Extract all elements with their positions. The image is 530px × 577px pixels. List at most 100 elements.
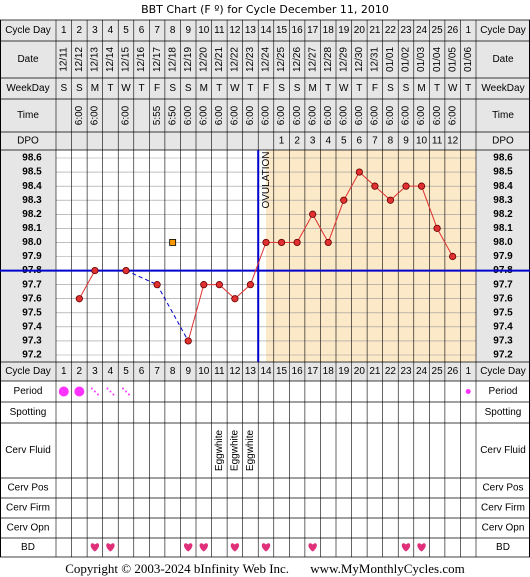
row-label-cycle-left: Cycle Day	[5, 25, 51, 36]
weekday-cell: S	[278, 83, 285, 94]
temp-line	[296, 214, 314, 243]
date-cell: 12/18	[167, 47, 178, 72]
temp-point	[355, 168, 363, 176]
bd-heart-icon	[230, 543, 240, 552]
date-cell: 12/16	[136, 47, 147, 72]
temp-line	[78, 270, 96, 299]
period-spotting-icon	[90, 387, 93, 390]
site-link[interactable]: www.MyMonthlyCycles.com	[310, 561, 465, 576]
time-cell: 6:00	[307, 105, 318, 125]
weekday-cell: W	[121, 83, 131, 94]
time-cell: 6:00	[230, 105, 241, 125]
temp-point	[75, 295, 83, 303]
unconnected-point	[169, 239, 177, 246]
ovulation-label: OVULATION	[261, 151, 272, 208]
y-axis-left-band	[0, 150, 56, 362]
cycle-day-cell-bottom: 1	[61, 366, 67, 377]
temp-point	[309, 210, 317, 218]
cycle-day-cell-bottom: 18	[323, 366, 335, 377]
date-cell: 01/04	[432, 47, 443, 72]
time-cell: 6:00	[261, 105, 272, 125]
row-label-pos-left: Cerv Pos	[7, 483, 48, 494]
cycle-day-cell: 12	[229, 25, 241, 36]
cycle-day-cell: 14	[260, 25, 272, 36]
bd-heart-icon	[199, 543, 208, 552]
date-cell: 12/21	[214, 47, 225, 72]
period-light-icon	[465, 389, 471, 394]
cycle-day-cell: 15	[276, 25, 288, 36]
row-label-period-left: Period	[14, 386, 43, 397]
header-band-dpo	[0, 132, 530, 150]
weekday-cell: F	[372, 83, 378, 94]
temp-point	[293, 238, 301, 247]
dpo-cell: 8	[388, 136, 394, 147]
time-cell: 6:00	[338, 105, 349, 125]
time-cell: 6:00	[90, 105, 101, 125]
cycle-day-cell-bottom: 20	[354, 366, 366, 377]
time-cell: 6:00	[323, 105, 334, 125]
bd-heart-icon	[184, 543, 193, 552]
y-tick-left: 98.5	[22, 167, 42, 178]
y-tick-right: 97.6	[493, 293, 513, 304]
date-cell: 12/11	[58, 47, 69, 72]
temp-line	[343, 171, 360, 201]
temp-point	[433, 224, 441, 232]
cycle-day-cell: 6	[139, 25, 145, 36]
temp-line	[312, 214, 329, 243]
cycle-day-cell-bottom: 19	[338, 366, 350, 377]
weekday-cell: S	[76, 83, 83, 94]
y-tick-left: 98.6	[22, 153, 42, 164]
weekday-cell: M	[417, 83, 425, 94]
y-tick-right: 98.4	[493, 181, 513, 192]
cycle-day-cell-bottom: 10	[198, 366, 210, 377]
weekday-cell: W	[339, 83, 349, 94]
date-cell: 12/22	[230, 47, 241, 72]
row-label-time-right: Time	[492, 110, 514, 121]
date-cell: 01/02	[401, 47, 412, 72]
date-cell: 12/12	[74, 47, 85, 72]
bd-heart-icon	[261, 543, 271, 552]
y-tick-right: 97.5	[493, 307, 513, 318]
cycle-day-cell: 5	[123, 25, 129, 36]
y-tick-left: 97.2	[22, 350, 42, 361]
temp-line	[421, 185, 438, 229]
row-label-date-right: Date	[492, 54, 514, 65]
temp-point	[91, 266, 99, 275]
cycle-day-cell-bottom: 11	[214, 366, 225, 377]
dpo-cell: 7	[372, 136, 378, 147]
row-label-cycle2-left: Cycle Day	[5, 366, 51, 377]
cycle-day-cell-bottom: 15	[276, 366, 288, 377]
cycle-day-cell: 4	[108, 25, 114, 36]
date-cell: 01/01	[385, 47, 396, 72]
row-label-date-left: Date	[17, 54, 39, 65]
cycle-day-cell-bottom: 13	[245, 366, 257, 377]
weekday-cell: S	[403, 83, 410, 94]
cycle-day-cell: 21	[369, 25, 381, 36]
y-tick-left: 98.4	[22, 181, 42, 192]
row-label-spotting-left: Spotting	[10, 407, 47, 418]
period-spotting-icon	[96, 393, 99, 396]
dpo-cell: 10	[416, 136, 428, 147]
y-tick-left: 97.4	[22, 321, 42, 332]
y-tick-right: 97.9	[493, 251, 513, 262]
weekday-cell: T	[356, 83, 362, 94]
period-heavy-icon	[74, 386, 85, 397]
date-cell: 01/05	[447, 47, 458, 72]
dpo-cell: 4	[325, 136, 331, 147]
cycle-day-cell-bottom: 24	[416, 366, 428, 377]
time-cell: 6:00	[447, 105, 458, 125]
date-cell: 12/20	[198, 47, 209, 72]
row-label-period-right: Period	[489, 386, 518, 397]
cycle-day-cell-bottom: 23	[400, 366, 412, 377]
date-cell: 01/06	[463, 47, 474, 72]
weekday-cell: T	[465, 83, 471, 94]
date-cell: 12/25	[276, 47, 287, 72]
temp-line	[327, 200, 345, 243]
y-tick-right: 97.2	[493, 350, 513, 361]
temp-point	[417, 182, 426, 190]
y-tick-right: 97.3	[493, 336, 513, 347]
cycle-day-cell: 2	[77, 25, 83, 36]
cycle-day-cell: 18	[323, 25, 335, 36]
cycle-day-cell: 11	[214, 25, 225, 36]
cycle-day-cell: 25	[432, 25, 444, 36]
